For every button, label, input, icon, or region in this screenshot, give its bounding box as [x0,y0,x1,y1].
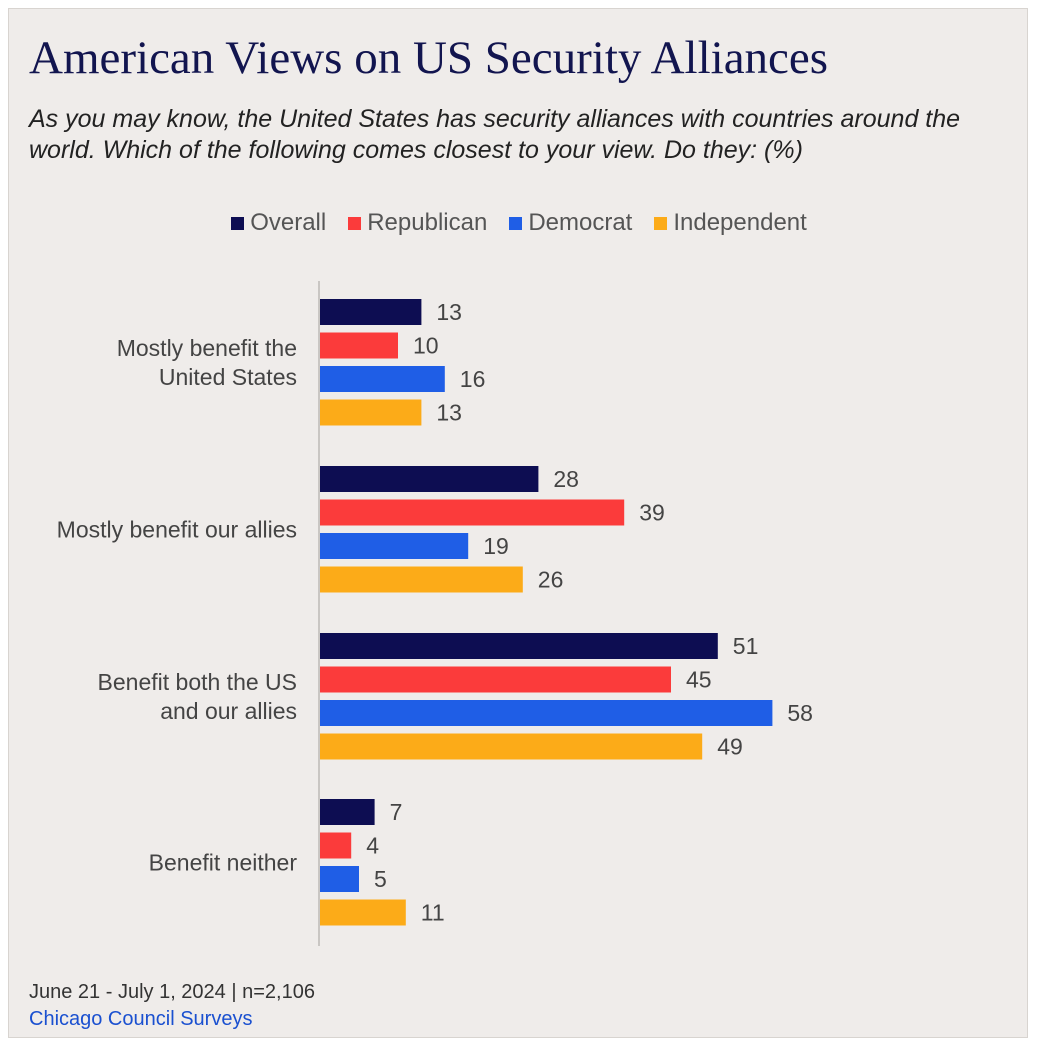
footer-date-sample: June 21 - July 1, 2024 | n=2,106 [29,981,315,1004]
bar-chart-plot: Mostly benefit the United States 13 10 16 13 M… [9,9,1029,969]
category-label-line: Mostly benefit our allies [57,516,297,542]
bar-independent [320,567,523,593]
category-label: Benefit neither [149,849,298,875]
bar-republican [320,667,671,693]
data-label: 58 [787,700,813,726]
bar-independent [320,734,702,760]
bar-republican [320,500,624,526]
bar-overall [320,466,538,492]
data-label: 10 [413,333,439,359]
bar-independent [320,400,421,426]
bar-independent [320,900,406,926]
bar-overall [320,799,375,825]
category-label: Mostly benefit the United States [117,335,297,390]
data-label: 13 [436,299,462,325]
data-label: 26 [538,567,564,593]
bar-democrat [320,366,445,392]
data-label: 11 [421,900,445,926]
bar-democrat [320,866,359,892]
category-label: Benefit both the US and our allies [98,669,297,724]
data-label: 19 [483,533,509,559]
category-label-line: Benefit both the US [98,669,297,695]
bar-overall [320,299,421,325]
category-label-line: and our allies [160,698,297,724]
data-label: 5 [374,866,387,892]
category-label-line: United States [159,364,297,390]
data-label: 51 [733,633,759,659]
category-label-line: Benefit neither [149,849,298,875]
footer-source[interactable]: Chicago Council Surveys [29,1008,252,1031]
data-label: 45 [686,667,712,693]
data-label: 39 [639,500,665,526]
data-label: 7 [390,799,403,825]
bar-republican [320,833,351,859]
data-label: 49 [717,734,743,760]
category-label-line: Mostly benefit the [117,335,297,361]
bar-republican [320,333,398,359]
data-label: 13 [436,400,462,426]
data-label: 16 [460,366,486,392]
bar-democrat [320,700,772,726]
category-label: Mostly benefit our allies [57,516,297,542]
bar-democrat [320,533,468,559]
data-label: 4 [366,833,379,859]
bar-overall [320,633,718,659]
data-label: 28 [553,466,579,492]
chart-card: American Views on US Security Alliances … [8,8,1028,1038]
